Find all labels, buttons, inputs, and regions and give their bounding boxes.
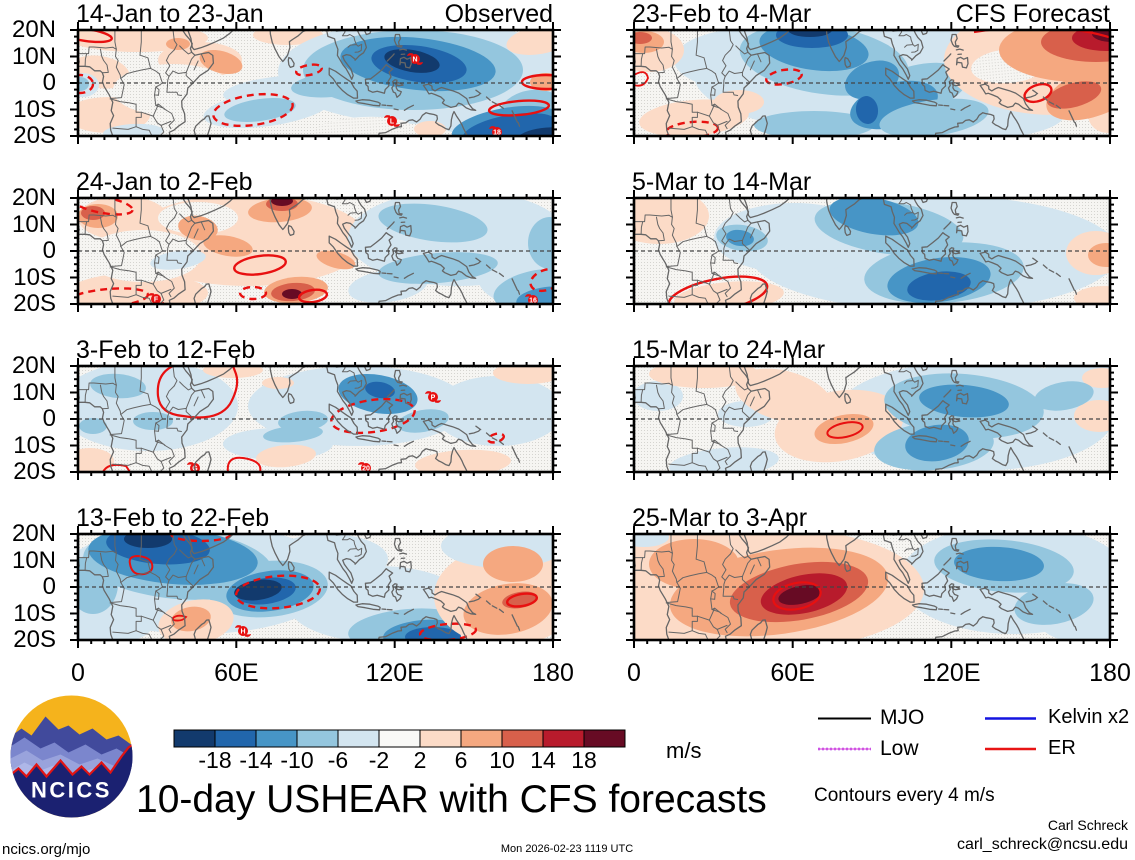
svg-text:H: H	[240, 629, 245, 636]
svg-text:L: L	[390, 119, 395, 126]
svg-text:P: P	[431, 395, 436, 402]
svg-text:F: F	[154, 297, 159, 304]
svg-text:N: N	[412, 57, 417, 64]
svg-text:18: 18	[493, 130, 501, 137]
svg-text:20: 20	[362, 466, 370, 473]
svg-text:16: 16	[529, 298, 537, 305]
svg-text:NCICS: NCICS	[31, 778, 112, 803]
